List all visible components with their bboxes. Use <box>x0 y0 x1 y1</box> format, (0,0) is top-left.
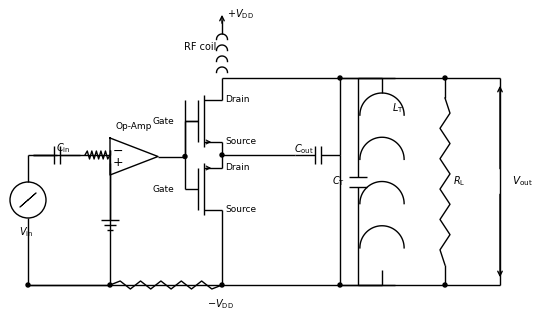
Circle shape <box>183 155 187 159</box>
Text: $-$: $-$ <box>112 144 124 157</box>
Text: Source: Source <box>225 138 256 147</box>
Text: $R_{\rm L}$: $R_{\rm L}$ <box>453 174 466 188</box>
Text: Gate: Gate <box>152 117 174 126</box>
Text: $C_{\rm in}$: $C_{\rm in}$ <box>56 141 70 155</box>
Circle shape <box>26 283 30 287</box>
Text: Op-Amp: Op-Amp <box>116 122 152 131</box>
Text: $+$: $+$ <box>112 157 124 169</box>
Text: $L_{\rm T}$: $L_{\rm T}$ <box>392 101 404 115</box>
Circle shape <box>338 283 342 287</box>
Text: $V_{\rm in}$: $V_{\rm in}$ <box>19 225 33 239</box>
Circle shape <box>443 76 447 80</box>
Text: $C_{\rm out}$: $C_{\rm out}$ <box>294 142 314 156</box>
Circle shape <box>220 283 224 287</box>
Text: Gate: Gate <box>152 184 174 193</box>
Circle shape <box>108 283 112 287</box>
Text: $-V_{\rm DD}$: $-V_{\rm DD}$ <box>207 297 234 311</box>
Text: Drain: Drain <box>225 96 250 105</box>
Text: $V_{\rm out}$: $V_{\rm out}$ <box>512 174 533 188</box>
Text: $C_{\rm T}$: $C_{\rm T}$ <box>332 174 345 188</box>
Circle shape <box>220 153 224 157</box>
Text: Source: Source <box>225 205 256 214</box>
Text: RF coil: RF coil <box>184 42 216 52</box>
Circle shape <box>443 283 447 287</box>
Text: $+V_{\rm DD}$: $+V_{\rm DD}$ <box>227 7 254 21</box>
Circle shape <box>338 76 342 80</box>
Text: Drain: Drain <box>225 164 250 172</box>
